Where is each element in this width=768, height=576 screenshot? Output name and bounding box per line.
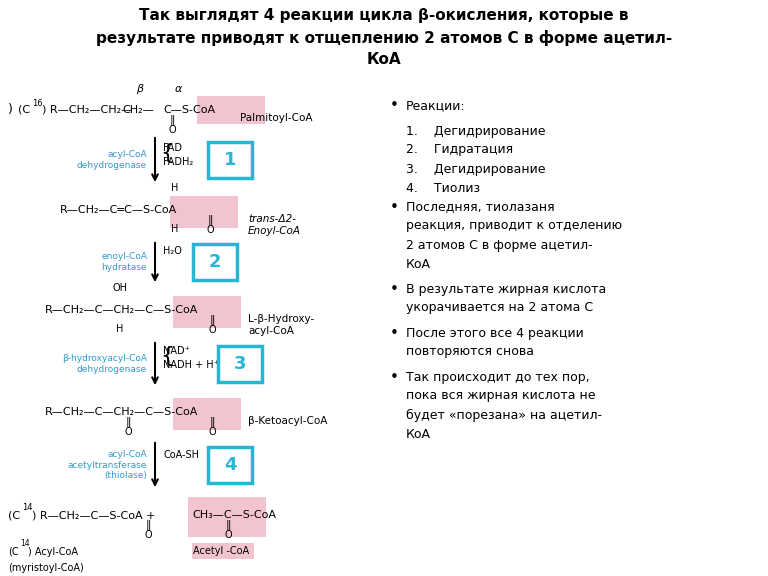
Text: ) R—CH₂—C—S-CoA +: ) R—CH₂—C—S-CoA + bbox=[32, 510, 155, 520]
Text: (C: (C bbox=[8, 510, 20, 520]
Text: укорачивается на 2 атома С: укорачивается на 2 атома С bbox=[406, 301, 593, 314]
Text: Так выглядят 4 реакции цикла β-окисления, которые в: Так выглядят 4 реакции цикла β-окисления… bbox=[139, 8, 629, 23]
Bar bbox=[173, 296, 241, 328]
Text: O: O bbox=[124, 427, 132, 437]
Text: В результате жирная кислота: В результате жирная кислота bbox=[406, 282, 606, 295]
Bar bbox=[173, 398, 241, 430]
Text: acyl-CoA
acetyltransferase
(thiolase): acyl-CoA acetyltransferase (thiolase) bbox=[68, 450, 147, 480]
Text: NADH + H⁺: NADH + H⁺ bbox=[163, 360, 219, 370]
Text: ‖: ‖ bbox=[125, 417, 131, 427]
Text: 3.    Дегидрирование: 3. Дегидрирование bbox=[406, 162, 545, 176]
Text: (C: (C bbox=[18, 105, 30, 115]
Text: trans-Δ2-
Enoyl-CoA: trans-Δ2- Enoyl-CoA bbox=[248, 214, 301, 236]
Text: H: H bbox=[116, 324, 124, 334]
Text: Реакции:: Реакции: bbox=[406, 100, 465, 112]
Text: enoyl-CoA
hydratase: enoyl-CoA hydratase bbox=[101, 252, 147, 272]
Bar bbox=[188, 497, 266, 537]
Text: КоА: КоА bbox=[366, 52, 402, 67]
Text: Последняя, тиолазаня: Последняя, тиолазаня bbox=[406, 200, 554, 214]
Bar bbox=[170, 196, 238, 228]
Text: Palmitoyl-CoA: Palmitoyl-CoA bbox=[240, 113, 313, 123]
Text: 14: 14 bbox=[22, 503, 32, 513]
Text: будет «порезана» на ацетил-: будет «порезана» на ацетил- bbox=[406, 408, 602, 422]
Text: ‖: ‖ bbox=[169, 115, 175, 125]
Text: 16: 16 bbox=[32, 98, 43, 108]
Text: •: • bbox=[390, 98, 399, 113]
Text: повторяются снова: повторяются снова bbox=[406, 346, 534, 358]
Bar bbox=[208, 447, 252, 483]
Text: ): ) bbox=[8, 104, 13, 116]
Text: •: • bbox=[390, 199, 399, 214]
Text: O: O bbox=[208, 427, 216, 437]
Text: •: • bbox=[390, 325, 399, 340]
Text: 1: 1 bbox=[223, 151, 237, 169]
Text: R—CH₂—C—CH₂—C—S-CoA: R—CH₂—C—CH₂—C—S-CoA bbox=[45, 407, 198, 417]
Text: O: O bbox=[168, 125, 176, 135]
Text: ‖: ‖ bbox=[225, 520, 230, 530]
Text: 4.    Тиолиз: 4. Тиолиз bbox=[406, 181, 480, 195]
Text: β-hydroxyacyl-CoA
dehydrogenase: β-hydroxyacyl-CoA dehydrogenase bbox=[62, 354, 147, 374]
Text: пока вся жирная кислота не: пока вся жирная кислота не bbox=[406, 389, 595, 403]
Text: H₂O: H₂O bbox=[163, 246, 182, 256]
Text: R—CH₂—C═C—S-CoA: R—CH₂—C═C—S-CoA bbox=[60, 205, 177, 215]
Text: O: O bbox=[144, 530, 152, 540]
Text: •: • bbox=[390, 369, 399, 385]
Text: (myristoyl-CoA): (myristoyl-CoA) bbox=[8, 563, 84, 573]
Text: {: { bbox=[160, 346, 174, 366]
Text: ‖: ‖ bbox=[207, 215, 213, 225]
Bar bbox=[208, 142, 252, 178]
Text: O: O bbox=[208, 325, 216, 335]
Bar bbox=[193, 244, 237, 280]
Text: ) Acyl-CoA: ) Acyl-CoA bbox=[28, 547, 78, 557]
Text: 3: 3 bbox=[233, 355, 247, 373]
Text: R—CH₂—C—CH₂—C—S-CoA: R—CH₂—C—CH₂—C—S-CoA bbox=[45, 305, 198, 315]
Bar bbox=[197, 96, 265, 124]
Text: CH₃—C—S-CoA: CH₃—C—S-CoA bbox=[192, 510, 276, 520]
Text: C—S-CoA: C—S-CoA bbox=[163, 105, 215, 115]
Text: FAD: FAD bbox=[163, 143, 182, 153]
Text: 2 атомов С в форме ацетил-: 2 атомов С в форме ацетил- bbox=[406, 238, 593, 252]
Text: 14: 14 bbox=[20, 539, 30, 548]
Text: CoA-SH: CoA-SH bbox=[163, 450, 199, 460]
Text: реакция, приводит к отделению: реакция, приводит к отделению bbox=[406, 219, 622, 233]
Text: ‖: ‖ bbox=[209, 314, 215, 325]
Text: 2: 2 bbox=[209, 253, 221, 271]
Bar bbox=[192, 543, 254, 559]
Bar bbox=[218, 346, 262, 382]
Text: OH: OH bbox=[112, 283, 127, 293]
Text: (C: (C bbox=[8, 547, 18, 557]
Text: Acetyl -CoA: Acetyl -CoA bbox=[193, 546, 249, 556]
Text: 4: 4 bbox=[223, 456, 237, 474]
Text: ‖: ‖ bbox=[209, 417, 215, 427]
Text: β: β bbox=[137, 84, 144, 94]
Text: H: H bbox=[171, 224, 179, 234]
Text: 2.    Гидратация: 2. Гидратация bbox=[406, 143, 513, 157]
Text: H: H bbox=[171, 183, 179, 193]
Text: acyl-CoA
dehydrogenase: acyl-CoA dehydrogenase bbox=[77, 150, 147, 170]
Text: NAD⁺: NAD⁺ bbox=[163, 346, 190, 356]
Text: {: { bbox=[160, 143, 174, 163]
Text: КоА: КоА bbox=[406, 427, 431, 441]
Text: L-β-Hydroxy-
acyl-CoA: L-β-Hydroxy- acyl-CoA bbox=[248, 314, 314, 336]
Text: Так происходит до тех пор,: Так происходит до тех пор, bbox=[406, 370, 590, 384]
Text: O: O bbox=[206, 225, 214, 235]
Text: O: O bbox=[224, 530, 232, 540]
Text: β-Ketoacyl-CoA: β-Ketoacyl-CoA bbox=[248, 416, 327, 426]
Text: 1.    Дегидрирование: 1. Дегидрирование bbox=[406, 124, 545, 138]
Text: После этого все 4 реакции: После этого все 4 реакции bbox=[406, 327, 584, 339]
Text: КоА: КоА bbox=[406, 257, 431, 271]
Text: FADH₂: FADH₂ bbox=[163, 157, 194, 167]
Text: CH₂—: CH₂— bbox=[122, 105, 154, 115]
Text: α: α bbox=[174, 84, 182, 94]
Text: ) R—CH₂—CH₂—: ) R—CH₂—CH₂— bbox=[42, 105, 132, 115]
Text: ‖: ‖ bbox=[145, 520, 151, 530]
Text: •: • bbox=[390, 282, 399, 297]
Text: результате приводят к отщеплению 2 атомов С в форме ацетил-: результате приводят к отщеплению 2 атомо… bbox=[96, 30, 672, 46]
